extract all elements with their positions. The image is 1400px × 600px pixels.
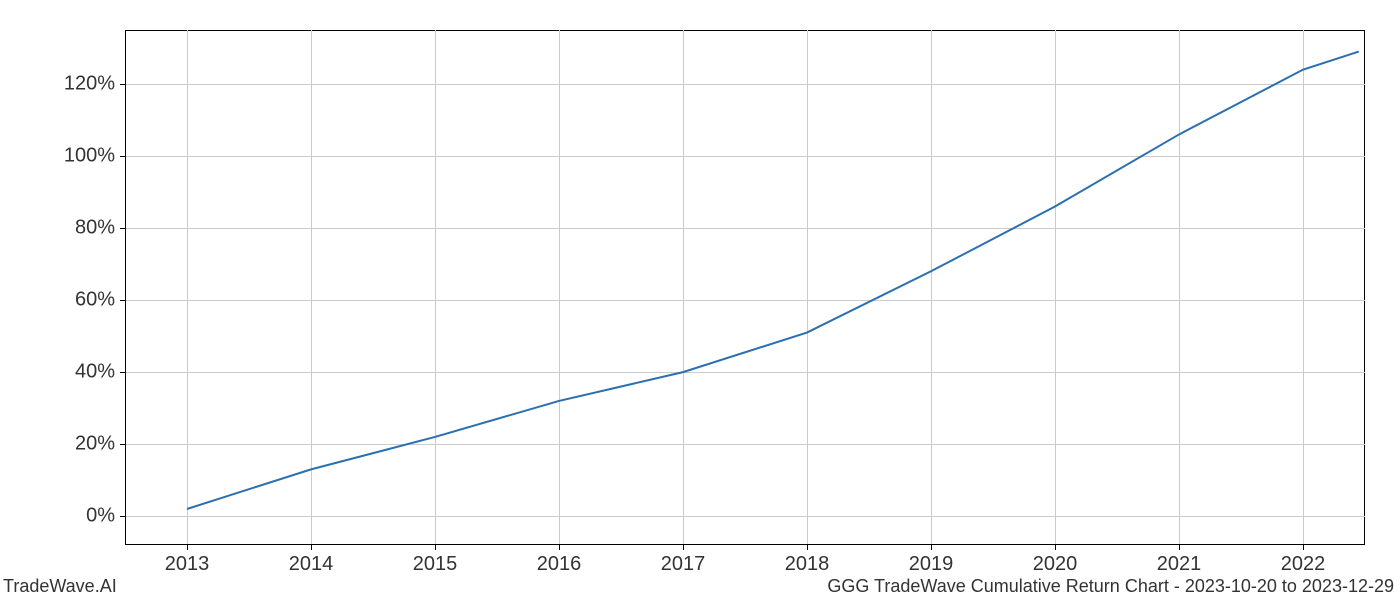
x-tick-label: 2016 — [537, 553, 582, 576]
y-tick-label: 0% — [86, 505, 115, 528]
x-tick-label: 2013 — [165, 553, 210, 576]
x-tick-mark — [311, 545, 312, 550]
x-tick-mark — [187, 545, 188, 550]
y-tick-mark — [120, 228, 125, 229]
x-tick-label: 2014 — [289, 553, 334, 576]
y-tick-mark — [120, 300, 125, 301]
footer-caption: GGG TradeWave Cumulative Return Chart - … — [827, 576, 1394, 597]
x-tick-label: 2020 — [1033, 553, 1078, 576]
x-tick-mark — [435, 545, 436, 550]
x-tick-mark — [683, 545, 684, 550]
y-tick-mark — [120, 444, 125, 445]
x-tick-mark — [1055, 545, 1056, 550]
y-tick-label: 20% — [75, 433, 115, 456]
y-tick-mark — [120, 516, 125, 517]
x-tick-label: 2021 — [1157, 553, 1202, 576]
x-tick-label: 2017 — [661, 553, 706, 576]
line-series — [125, 30, 1365, 545]
y-axis-line — [125, 30, 126, 545]
x-tick-mark — [1303, 545, 1304, 550]
x-tick-label: 2018 — [785, 553, 830, 576]
line-path — [187, 52, 1359, 509]
x-tick-label: 2019 — [909, 553, 954, 576]
y-tick-mark — [120, 372, 125, 373]
y-tick-label: 120% — [64, 73, 115, 96]
chart-plot-area: 2013201420152016201720182019202020212022… — [125, 30, 1365, 545]
y-tick-label: 80% — [75, 217, 115, 240]
x-tick-mark — [931, 545, 932, 550]
y-tick-label: 60% — [75, 289, 115, 312]
x-tick-mark — [559, 545, 560, 550]
x-tick-mark — [807, 545, 808, 550]
x-tick-label: 2022 — [1281, 553, 1326, 576]
footer-brand: TradeWave.AI — [3, 576, 117, 597]
y-tick-label: 100% — [64, 145, 115, 168]
x-tick-label: 2015 — [413, 553, 458, 576]
y-tick-mark — [120, 84, 125, 85]
y-tick-label: 40% — [75, 361, 115, 384]
x-tick-mark — [1179, 545, 1180, 550]
y-tick-mark — [120, 156, 125, 157]
